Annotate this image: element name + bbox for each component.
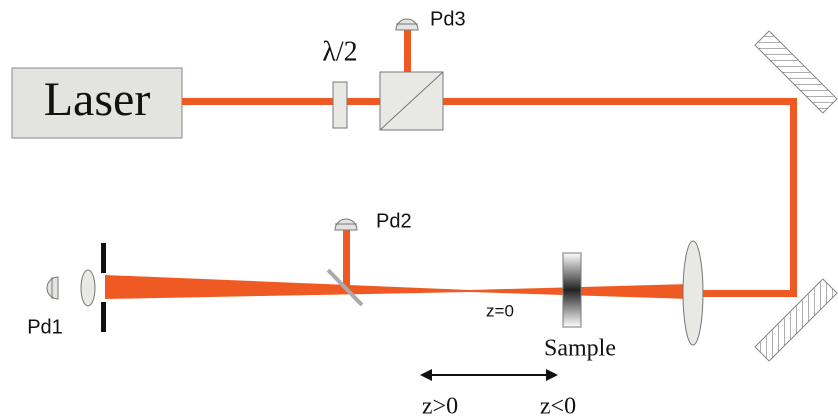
aperture-top [101, 243, 106, 273]
z-negative-label: z<0 [540, 394, 576, 420]
mirror-top [754, 30, 838, 114]
half-wave-plate [332, 81, 348, 129]
beam-return [690, 290, 797, 297]
half-wave-label: λ/2 [322, 36, 357, 67]
collection-lens [80, 269, 96, 307]
sample [562, 252, 582, 328]
z-arrow-head-right [546, 369, 558, 381]
z-arrow-head-left [420, 369, 432, 381]
focus-label: z=0 [486, 301, 514, 320]
sample-label: Sample [544, 336, 616, 362]
pd2-label: Pd2 [376, 210, 412, 232]
mirror-bottom [754, 278, 838, 362]
beam-vertical [790, 98, 797, 297]
beam-top [182, 98, 797, 105]
laser-label: Laser [44, 73, 151, 126]
pickoff-plate [326, 268, 364, 307]
pd1-detector [46, 276, 59, 300]
laser-box [11, 67, 183, 139]
pd2-detector [334, 218, 358, 231]
splitter-diagonal [379, 71, 444, 131]
aperture-bottom [101, 302, 106, 332]
focusing-lens [682, 240, 704, 346]
beam-pd2 [343, 230, 350, 288]
pd3-label: Pd3 [430, 8, 466, 30]
z-positive-label: z>0 [422, 394, 458, 420]
beam-diverging [105, 275, 470, 299]
beam-pd3 [404, 30, 411, 72]
pd1-label: Pd1 [27, 316, 63, 338]
pd3-detector [395, 18, 419, 31]
